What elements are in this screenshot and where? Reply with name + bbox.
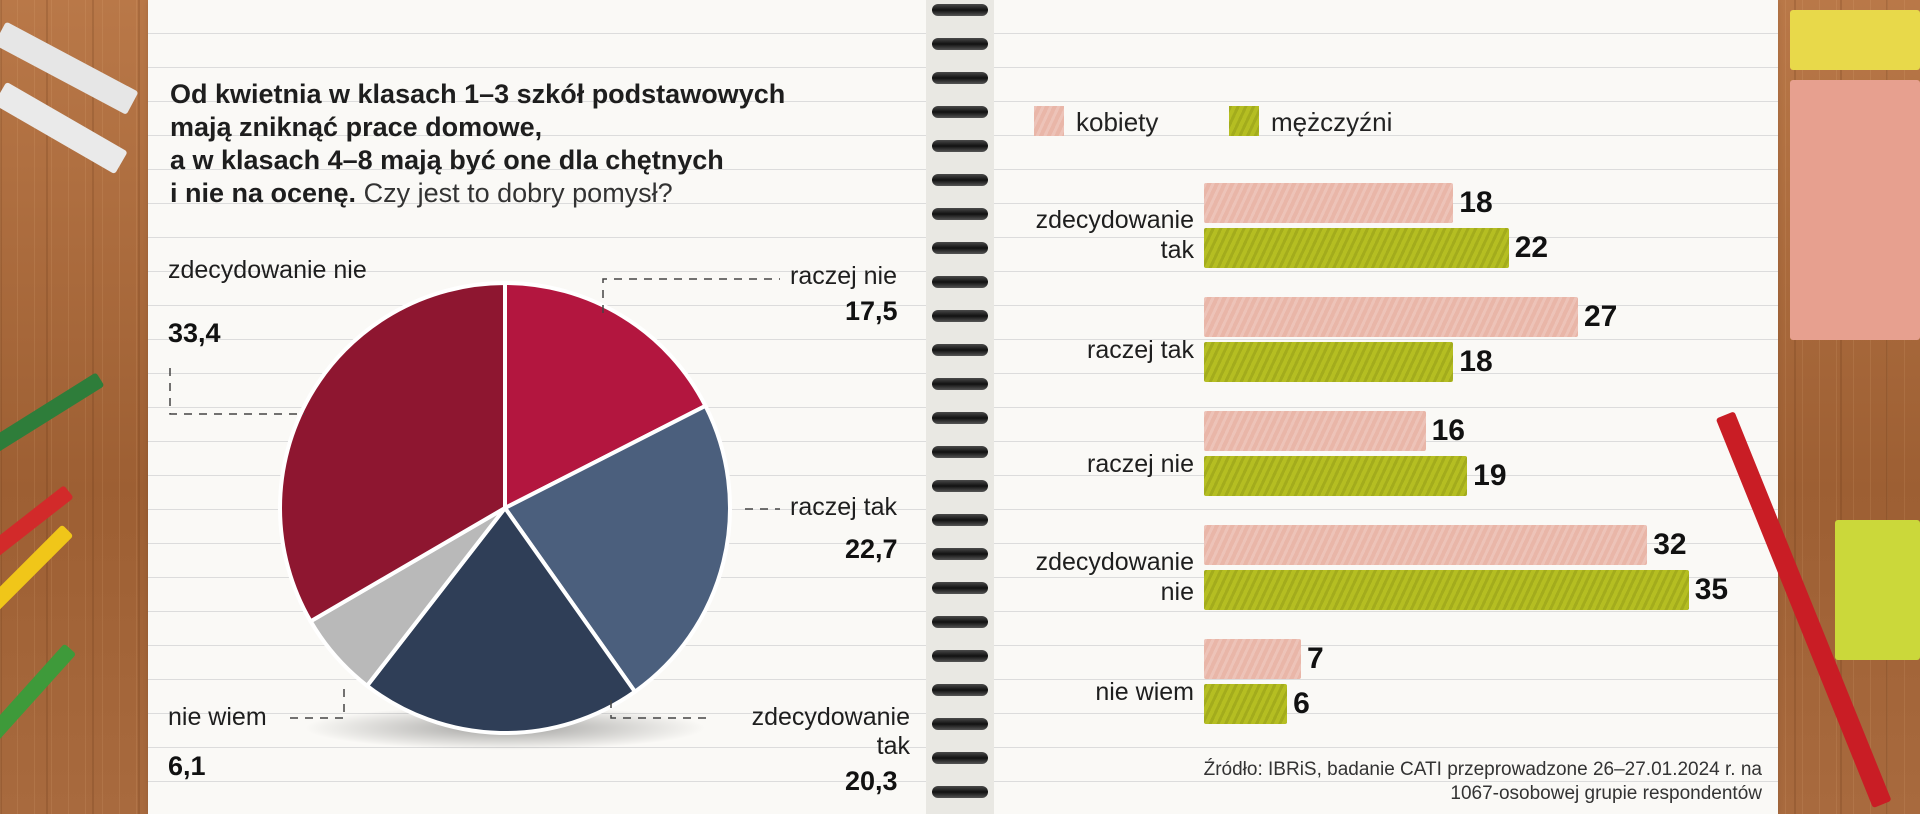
spiral-ring [932, 582, 988, 594]
leader-line-zdecydowanie-nie [169, 368, 305, 415]
leader-line-raczej-nie [602, 278, 780, 313]
bar-value-label: 16 [1431, 414, 1465, 447]
spiral-ring [932, 344, 988, 356]
title-line: Od kwietnia w klasach 1–3 szkół podstawo… [170, 79, 786, 109]
pie-label-nie-wiem: nie wiem [168, 703, 267, 731]
legend-label-kobiety: kobiety [1076, 107, 1159, 137]
bar-kobiety [1204, 639, 1301, 679]
bar-value-label: 7 [1306, 642, 1324, 675]
spiral-ring [932, 514, 988, 526]
bar-mezczyzni [1204, 342, 1454, 382]
pie-label-zdecydowanie-nie: zdecydowanie nie [168, 256, 367, 284]
spiral-ring [932, 480, 988, 492]
bar-value-label: 6 [1293, 687, 1310, 720]
spiral-ring [932, 242, 988, 254]
bar-value-label: 32 [1653, 528, 1687, 561]
spiral-ring [932, 752, 988, 764]
bar-kobiety [1204, 411, 1426, 451]
pencil-decoration [1790, 10, 1920, 70]
notebook-decoration [1835, 520, 1920, 660]
spiral-ring [932, 106, 988, 118]
bar-value-label: 18 [1459, 345, 1493, 378]
leader-line-zdecydowanie-tak [610, 700, 712, 719]
spiral-ring [932, 786, 988, 798]
bar-kobiety [1204, 297, 1578, 337]
bar-value-label: 35 [1694, 573, 1729, 606]
notebook-page-right [994, 0, 1778, 814]
pie-value-nie-wiem: 6,1 [168, 751, 206, 781]
spiral-ring [932, 140, 988, 152]
pie-slice-zdecydowanie-tak [364, 504, 638, 735]
pie-value-zdecydowanie-nie: 33,4 [168, 318, 221, 348]
bar-mezczyzni [1204, 684, 1288, 724]
spiral-ring [932, 276, 988, 288]
source-line: Źródło: IBRiS, badanie CATI przeprowadzo… [1203, 759, 1762, 780]
spiral-ring [932, 446, 988, 458]
bar-mezczyzni [1204, 228, 1509, 268]
spiral-ring [932, 4, 988, 16]
bar-category-label: raczej nie [1087, 450, 1194, 478]
bar-value-label: 19 [1473, 459, 1507, 492]
pie-label-zdecydowanie-tak: zdecydowanie tak [751, 703, 910, 760]
notebook-spiral [926, 0, 994, 814]
title-question: Czy jest to dobry pomysł? [363, 178, 673, 208]
pie-label-raczej-tak: raczej tak [790, 493, 897, 521]
spiral-ring [932, 378, 988, 390]
title-line: mają zniknąć prace domowe, [170, 112, 543, 142]
pie-slice-zdecydowanie-nie [278, 280, 507, 625]
spiral-ring [932, 310, 988, 322]
notebook-decoration [1790, 80, 1920, 340]
bar-kobiety [1204, 183, 1454, 223]
title-line: a w klasach 4–8 mają być one dla chętnyc… [170, 145, 724, 175]
pie-label-raczej-nie: raczej nie [790, 262, 897, 290]
pie-value-raczej-nie: 17,5 [845, 296, 898, 326]
chart-title: Od kwietnia w klasach 1–3 szkół podstawo… [170, 78, 930, 210]
spiral-ring [932, 208, 988, 220]
legend-swatch-mezczyzni [1229, 106, 1259, 136]
pie-value-raczej-tak: 22,7 [845, 534, 898, 564]
spiral-ring [932, 718, 988, 730]
spiral-ring [932, 616, 988, 628]
bar-mezczyzni [1204, 456, 1468, 496]
legend-swatch-kobiety [1034, 106, 1064, 136]
spiral-ring [932, 174, 988, 186]
bar-value-label: 27 [1583, 300, 1618, 333]
bar-category-label: zdecydowanie nie [1035, 548, 1194, 606]
source-note: Źródło: IBRiS, badanie CATI przeprowadzo… [1204, 758, 1762, 806]
pie-slice-raczej-tak [502, 403, 732, 695]
bar-value-label: 22 [1514, 231, 1549, 264]
pie-value-zdecydowanie-tak: 20,3 [845, 766, 898, 796]
bar-value-label: 18 [1459, 186, 1493, 219]
spiral-ring [932, 548, 988, 560]
bar-category-label: nie wiem [1095, 678, 1194, 706]
bar-mezczyzni [1204, 570, 1689, 610]
source-line: 1067-osobowej grupie respondentów [1450, 783, 1762, 804]
bar-category-label: zdecydowanie tak [1035, 206, 1194, 264]
spiral-ring [932, 650, 988, 662]
bar-kobiety [1204, 525, 1648, 565]
spiral-ring [932, 38, 988, 50]
title-line: i nie na ocenę. [170, 178, 357, 208]
spiral-ring [932, 72, 988, 84]
legend-label-mezczyzni: mężczyźni [1271, 107, 1393, 137]
leader-line-nie-wiem [290, 685, 345, 719]
pie-slice-raczej-nie [503, 280, 709, 512]
spiral-ring [932, 412, 988, 424]
spiral-ring [932, 684, 988, 696]
bar-category-label: raczej tak [1087, 336, 1194, 364]
